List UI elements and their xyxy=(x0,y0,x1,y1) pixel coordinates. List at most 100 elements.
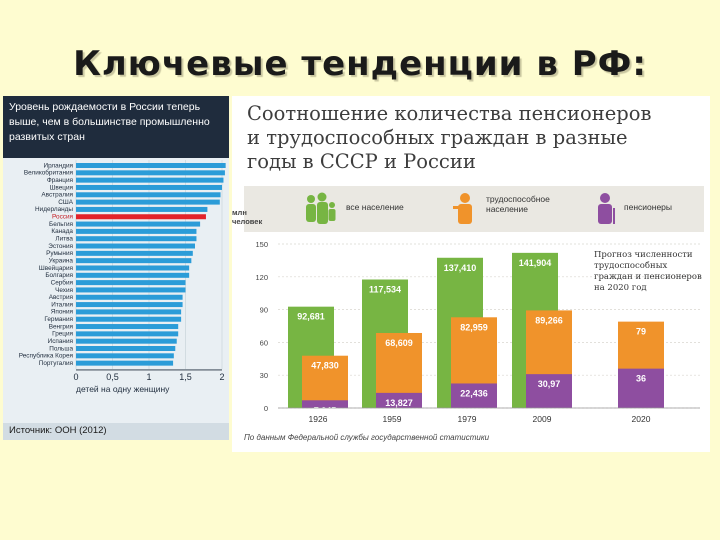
bar-label: Румыния xyxy=(46,250,73,257)
bar xyxy=(76,214,206,220)
bar xyxy=(76,221,201,227)
category-label: 1959 xyxy=(383,414,402,424)
birth-rate-header: Уровень рождаемости в России теперь выше… xyxy=(3,96,229,158)
tick-label: 120 xyxy=(255,273,268,282)
bar-label: Португалия xyxy=(39,360,74,367)
tick-label: 0 xyxy=(264,404,268,413)
bar-label: Швеция xyxy=(50,184,74,191)
family-icon xyxy=(306,192,336,224)
bar-label: Германия xyxy=(44,316,73,323)
worker-icon xyxy=(453,193,472,224)
bar-label: Россия xyxy=(52,214,73,221)
bar xyxy=(76,294,183,300)
birth-rate-panel: Уровень рождаемости в России теперь выше… xyxy=(3,96,229,440)
bar xyxy=(76,324,179,330)
bar-label: Бельгия xyxy=(49,221,73,228)
data-label: 141,904 xyxy=(519,258,552,268)
category-label: 1926 xyxy=(309,414,328,424)
bar xyxy=(76,360,174,366)
bar xyxy=(76,265,190,271)
bar xyxy=(76,199,220,205)
data-label: 82,959 xyxy=(460,322,488,332)
legend-label: пенсионеры xyxy=(624,202,673,212)
bar xyxy=(526,374,572,408)
forecast-note-line: граждан и пенсионеров xyxy=(594,272,702,282)
forecast-note-line: на 2020 год xyxy=(594,283,647,293)
bar xyxy=(76,272,190,278)
bar-label: Нидерланды xyxy=(35,206,73,213)
data-label: 79 xyxy=(636,327,646,337)
legend-label: все население xyxy=(346,202,404,212)
bar-label: Украина xyxy=(49,257,74,264)
data-label: 7,045 xyxy=(314,405,337,415)
bar xyxy=(76,331,179,337)
tick-label: 0 xyxy=(73,372,78,382)
bar-label: Эстония xyxy=(48,243,73,250)
bar xyxy=(451,383,497,408)
units-label: млн человек xyxy=(232,208,263,226)
bar xyxy=(76,236,197,242)
legend-item-working: трудоспособное население xyxy=(452,186,572,232)
pensioners-title: Соотношение количества пенсионеров и тру… xyxy=(247,102,707,174)
bar xyxy=(76,250,193,256)
birth-rate-source: Источник: ООН (2012) xyxy=(9,425,107,436)
data-label: 47,830 xyxy=(311,361,339,371)
bar xyxy=(376,392,422,408)
slide-title: Ключевые тенденции в РФ: xyxy=(73,44,647,84)
forecast-note-line: Прогноз численности xyxy=(594,250,693,260)
bar-label: Республика Корея xyxy=(19,352,74,360)
pensioners-title-line: Соотношение количества пенсионеров xyxy=(247,102,652,125)
bar xyxy=(76,338,177,344)
data-label: 137,410 xyxy=(444,263,477,273)
bar xyxy=(76,184,222,190)
bar-label: Италия xyxy=(51,301,73,308)
bar xyxy=(76,170,225,176)
bar xyxy=(76,228,197,234)
bar xyxy=(76,346,176,351)
bar-label: Ирландия xyxy=(43,162,73,169)
bar-label: Греция xyxy=(52,331,73,338)
bar xyxy=(76,309,182,315)
data-label: 89,266 xyxy=(535,315,563,325)
bar-label: Канада xyxy=(51,228,73,235)
bar xyxy=(76,353,174,359)
birth-rate-title: Уровень рождаемости в России теперь выше… xyxy=(9,101,210,143)
bar-label: Сербия xyxy=(51,278,74,286)
forecast-note: Прогноз численности трудоспособных гражд… xyxy=(594,250,704,294)
legend: все население трудоспособное население п… xyxy=(244,186,704,232)
data-label: 68,609 xyxy=(385,338,413,348)
pensioners-source: По данным Федеральной службы государстве… xyxy=(244,433,490,442)
bar xyxy=(76,280,186,286)
birth-rate-chart: ИрландияВеликобританияФранцияШвецияАвстр… xyxy=(3,158,229,423)
bar-label: США xyxy=(58,199,73,206)
bar-label: Австралия xyxy=(41,192,73,199)
data-label: 36 xyxy=(636,374,646,384)
bar xyxy=(302,355,348,408)
forecast-note-line: трудоспособных xyxy=(594,261,668,271)
bar xyxy=(76,287,186,293)
category-label: 2009 xyxy=(533,414,552,424)
data-label: 92,681 xyxy=(297,312,325,322)
pensioners-title-line: годы в СССР и России xyxy=(247,150,476,173)
bar-label: Чехия xyxy=(55,287,73,294)
tick-label: 0,5 xyxy=(106,372,119,382)
pensioners-title-line: и трудоспособных граждан в разные xyxy=(247,126,628,149)
bar xyxy=(76,316,182,322)
data-label: 22,436 xyxy=(460,388,488,398)
x-axis-label: детей на одну женщину xyxy=(76,384,170,394)
tick-label: 2 xyxy=(219,372,224,382)
bar xyxy=(76,206,208,212)
legend-label: трудоспособное население xyxy=(486,194,550,214)
tick-label: 1,5 xyxy=(179,372,192,382)
tick-label: 90 xyxy=(260,306,268,315)
data-label: 117,534 xyxy=(369,284,401,294)
category-label: 1979 xyxy=(458,414,477,424)
tick-label: 30 xyxy=(260,371,268,380)
bar-label: Франция xyxy=(47,177,74,184)
bar-label: Венгрия xyxy=(49,323,74,330)
legend-item-pensioners: пенсионеры xyxy=(594,186,704,232)
bar-label: Швейцария xyxy=(39,264,74,272)
bar xyxy=(76,258,192,264)
bar xyxy=(618,368,664,408)
